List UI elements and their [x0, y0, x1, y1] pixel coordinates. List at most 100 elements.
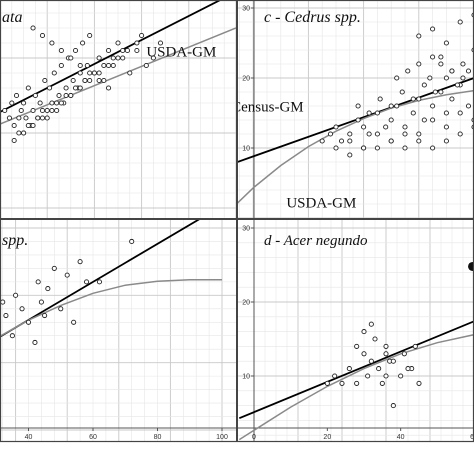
- census-gm-line: [0, 0, 223, 113]
- data-point: [410, 110, 416, 116]
- data-point: [64, 272, 70, 278]
- highlight-point: [468, 261, 474, 271]
- x-tick-label: 40: [397, 434, 405, 441]
- data-point: [443, 124, 449, 130]
- data-point: [388, 138, 394, 144]
- data-point: [21, 100, 27, 106]
- data-point: [32, 339, 38, 346]
- data-point: [44, 115, 50, 121]
- data-point: [87, 70, 93, 76]
- panel-d-plot-area: 30 20 10 0 20 40 60 d - Acer negundo: [238, 220, 474, 442]
- data-point: [430, 54, 436, 60]
- data-point: [42, 77, 48, 84]
- data-point: [63, 92, 69, 99]
- data-point: [49, 40, 55, 46]
- panel-c-title: c - Cedrus spp.: [264, 9, 361, 26]
- data-point: [9, 100, 15, 106]
- data-point: [35, 115, 41, 121]
- data-point: [84, 62, 90, 69]
- data-point: [394, 75, 400, 81]
- series-annotation: USDA-GM: [146, 45, 216, 61]
- data-point: [101, 77, 107, 84]
- data-point: [150, 55, 156, 61]
- data-point: [421, 117, 427, 123]
- data-point: [23, 115, 29, 121]
- data-point: [416, 380, 422, 386]
- data-point: [87, 77, 93, 84]
- data-point: [324, 380, 330, 386]
- y-tick-label: 10: [242, 374, 250, 381]
- data-point: [51, 265, 57, 271]
- data-point: [30, 122, 36, 129]
- panel-b-background: [0, 220, 236, 442]
- series-annotation: Census-GM: [231, 100, 304, 116]
- data-point: [365, 373, 371, 379]
- data-point: [30, 107, 36, 114]
- data-point: [333, 145, 339, 151]
- data-point: [366, 131, 372, 137]
- data-point: [77, 70, 83, 76]
- y-tick-label: 30: [242, 6, 250, 13]
- data-point: [443, 110, 449, 116]
- data-point: [25, 85, 31, 91]
- data-point: [432, 89, 438, 95]
- data-point: [410, 96, 416, 102]
- data-point: [430, 103, 436, 109]
- data-point: [383, 124, 389, 130]
- data-point: [361, 145, 367, 151]
- data-point: [361, 329, 367, 335]
- data-point: [143, 62, 149, 69]
- data-point: [377, 96, 383, 102]
- data-point: [438, 89, 444, 95]
- data-point: [361, 124, 367, 130]
- data-point: [134, 40, 140, 46]
- data-point: [402, 145, 408, 151]
- data-point: [430, 117, 436, 123]
- data-point: [416, 138, 422, 144]
- panel-c-grid: [238, 0, 474, 218]
- data-point: [120, 55, 126, 61]
- data-point: [18, 107, 24, 114]
- data-point: [457, 131, 463, 137]
- data-point: [58, 100, 64, 106]
- data-point: [96, 77, 102, 84]
- x-tick-label: 80: [154, 434, 162, 441]
- series-annotation: USDA-GM: [286, 196, 356, 212]
- panel-c-points: [319, 12, 474, 158]
- data-point: [38, 299, 44, 305]
- data-point: [110, 55, 116, 61]
- data-point: [72, 47, 79, 54]
- data-point: [390, 358, 396, 364]
- data-point: [438, 54, 444, 60]
- data-point: [9, 333, 15, 339]
- panel-d-title: d - Acer negundo: [264, 233, 368, 249]
- data-point: [379, 380, 385, 386]
- data-point: [139, 32, 145, 39]
- data-point: [3, 312, 9, 319]
- data-point: [19, 306, 25, 312]
- x-tick-label: 60: [470, 434, 474, 441]
- data-point: [21, 130, 27, 136]
- data-point: [47, 85, 53, 91]
- data-point: [347, 131, 353, 137]
- data-point: [58, 306, 64, 312]
- data-point: [460, 61, 466, 67]
- data-point: [16, 130, 22, 136]
- data-point: [401, 351, 407, 357]
- data-point: [355, 117, 361, 123]
- data-point: [124, 47, 130, 54]
- data-point: [77, 62, 83, 69]
- data-point: [68, 92, 74, 99]
- data-point: [372, 336, 378, 342]
- data-point: [427, 75, 433, 81]
- data-point: [25, 122, 31, 129]
- data-point: [361, 351, 367, 357]
- data-point: [347, 138, 353, 144]
- data-point: [405, 68, 411, 74]
- panel-d-grid: [238, 220, 474, 442]
- data-point: [374, 110, 380, 116]
- panel-c-plot-area: 30 20 10 c - Cedrus spp. Census-GM USDA-GM: [231, 0, 474, 218]
- data-point: [465, 68, 472, 74]
- data-point: [416, 131, 422, 137]
- data-point: [443, 75, 449, 81]
